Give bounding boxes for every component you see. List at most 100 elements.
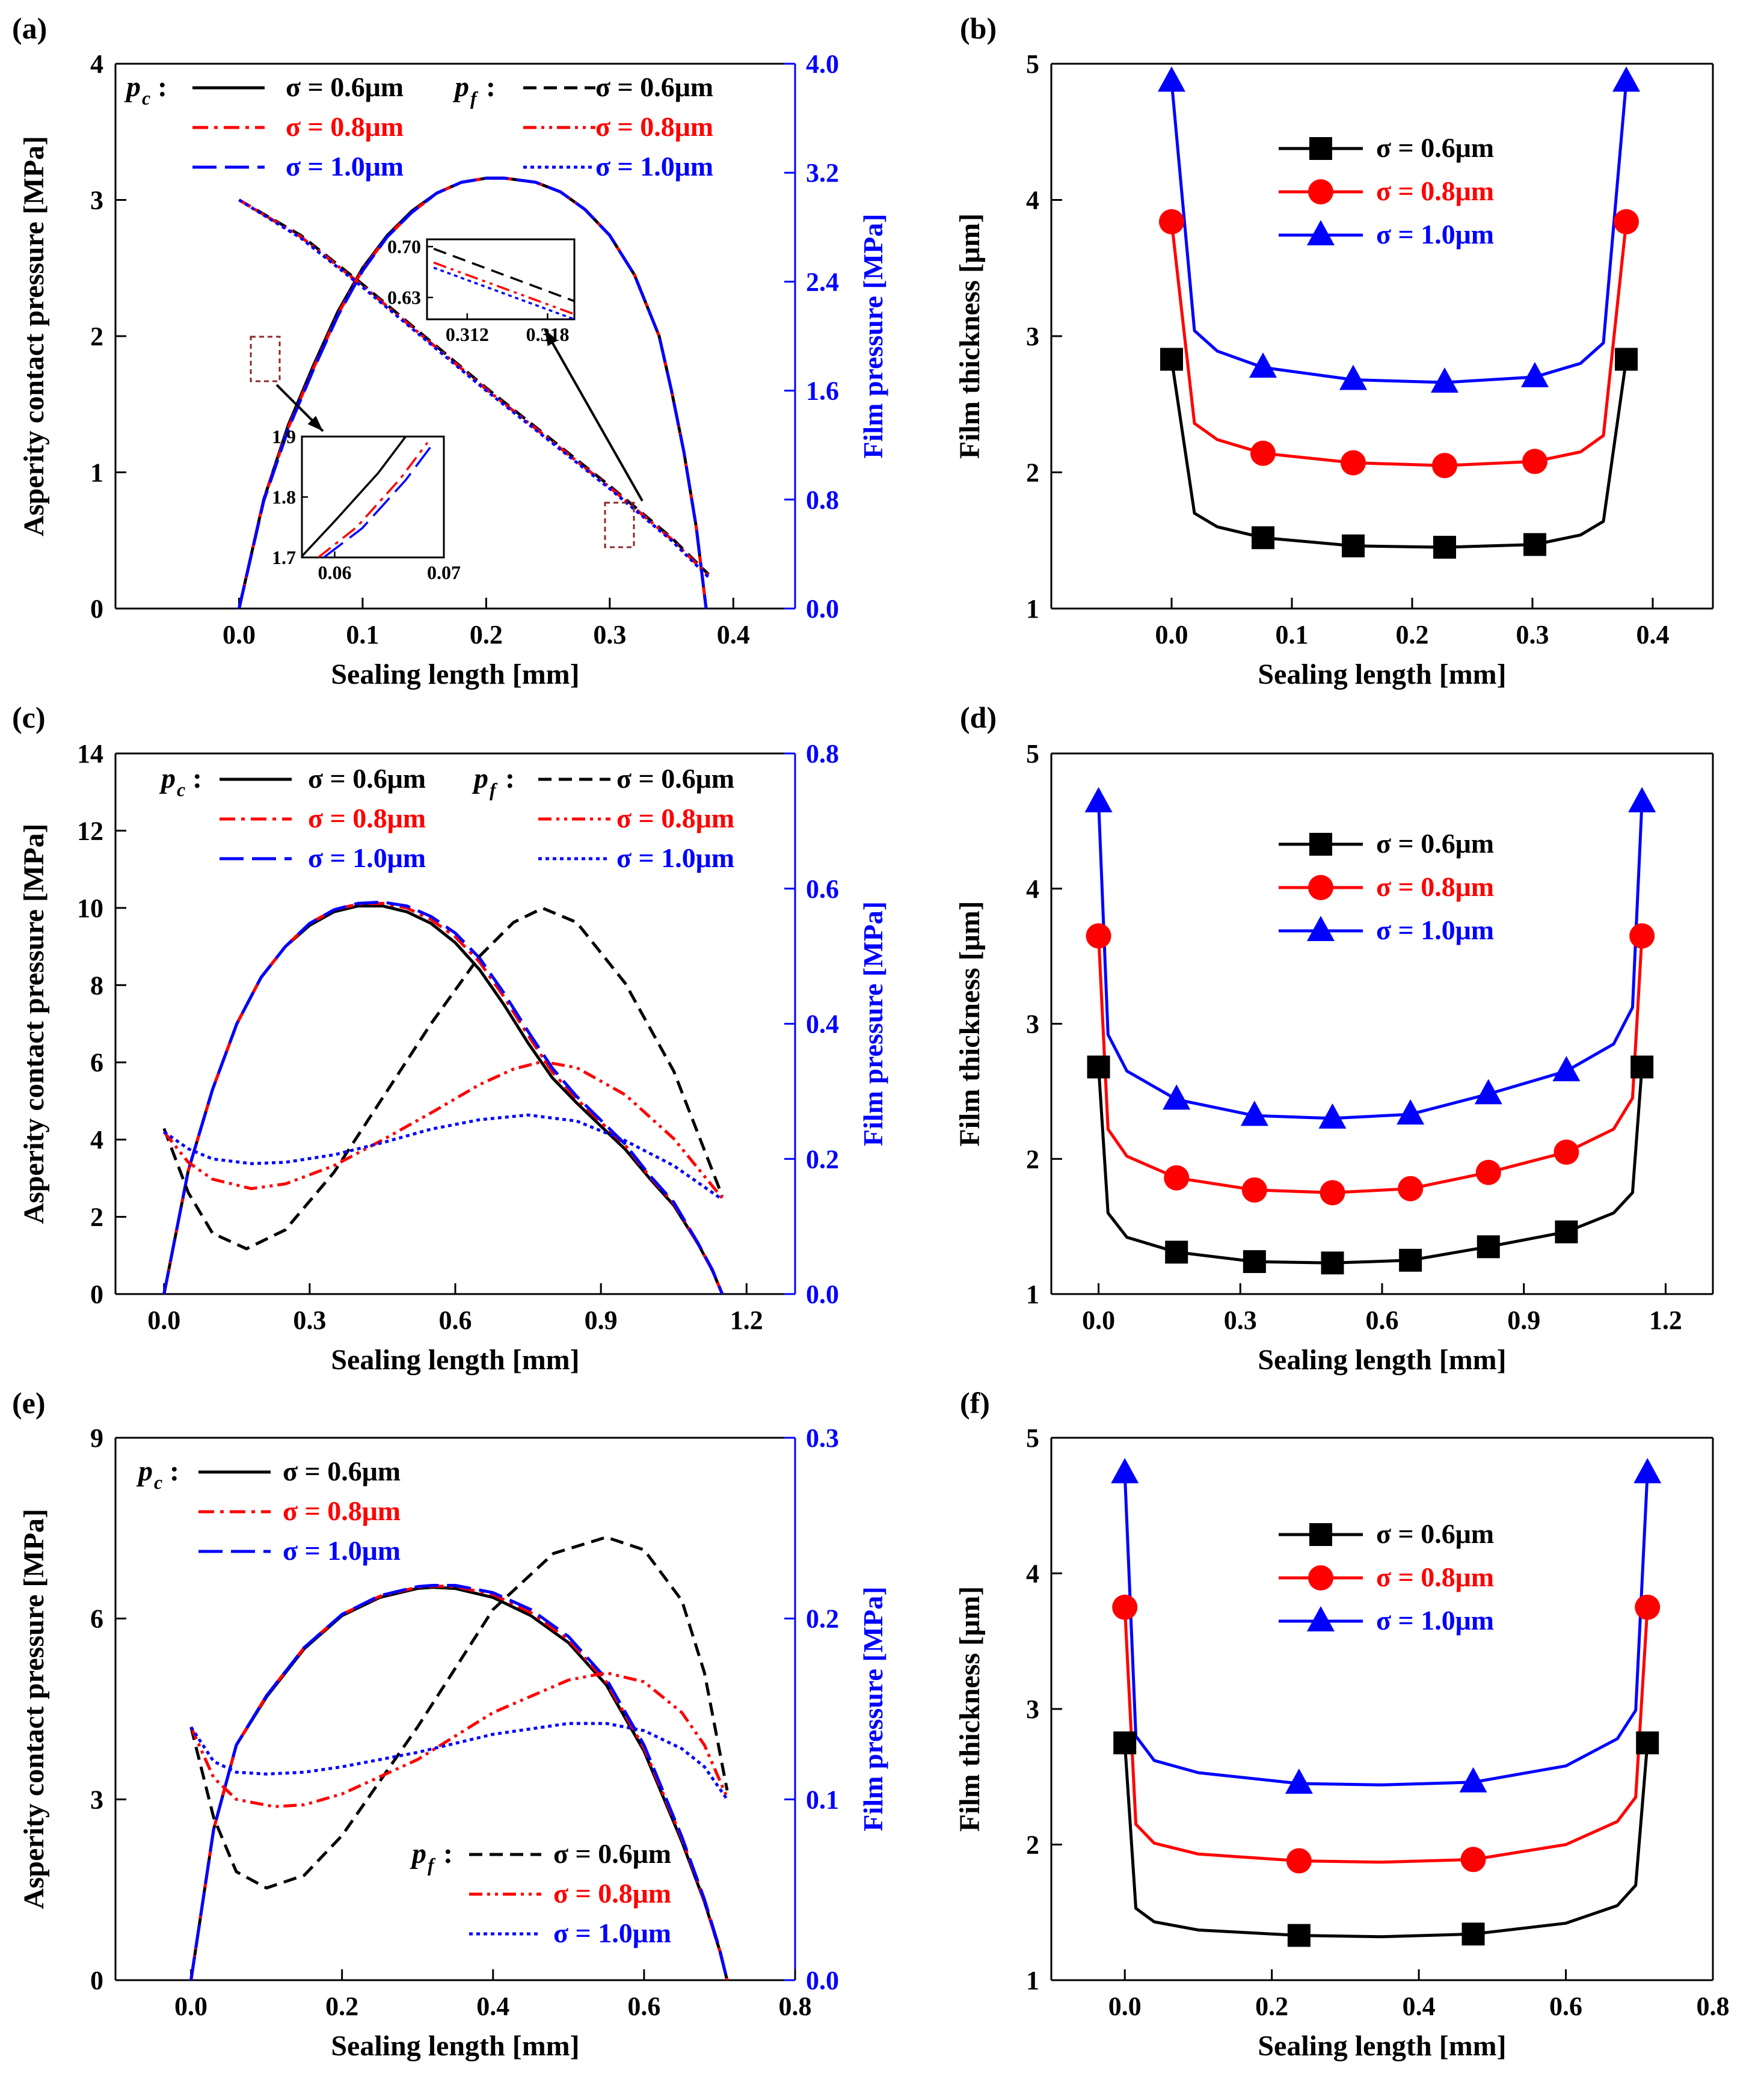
x-tick-label: 0.3: [1224, 1305, 1257, 1335]
legend-pc-symbol: p: [136, 1455, 153, 1487]
series-marker-2: [1552, 1056, 1581, 1082]
series-marker-2: [1084, 787, 1113, 812]
panel-b: (b) 0.0 0.1 0.2 0.3 0.4 1 2 3 4 5 Sealing length [m…: [954, 11, 1714, 690]
x-tick-label: 0.0: [223, 620, 256, 649]
y2-tick-label: 0.6: [806, 874, 839, 904]
legend-pc-symbol: p: [159, 762, 176, 794]
series-marker-0: [1555, 1220, 1578, 1244]
zoom-region-box: [250, 336, 281, 382]
y-tick-label: 4: [1026, 1559, 1039, 1589]
x-axis-label: Sealing length [mm]: [1258, 658, 1506, 690]
legend-pf-subscript: f: [428, 1854, 436, 1876]
y-tick-label: 1: [1026, 1966, 1039, 1995]
legend-pf-symbol: p: [472, 762, 488, 794]
x-tick-label: 0.0: [1155, 620, 1188, 649]
x-axis-label: Sealing length [mm]: [331, 1344, 579, 1376]
series-marker-1: [1614, 209, 1639, 235]
legend-colon: :: [443, 1838, 453, 1870]
series-marker-2: [1111, 1458, 1139, 1483]
legend-colon: :: [158, 71, 167, 103]
y-tick-label: 4: [1026, 874, 1039, 904]
legend-pc-symbol: p: [124, 71, 141, 103]
y2-tick-label: 0.8: [806, 739, 839, 768]
x-tick-label: 0.6: [1366, 1305, 1399, 1335]
y2-tick-label: 1.6: [806, 376, 839, 406]
inset-line-1: [318, 441, 429, 557]
series-marker-1: [1432, 453, 1457, 479]
series-marker-1: [1250, 440, 1276, 466]
series-marker-1: [1241, 1177, 1267, 1203]
panel-f: (f) 0.0 0.2 0.4 0.6 0.8 1 2 3 4 5 Sealing length [m…: [954, 1386, 1730, 2062]
series-marker-0: [1252, 526, 1274, 550]
y-tick-label: 8: [90, 971, 103, 1000]
legend-colon: :: [192, 762, 202, 794]
legend-label-pc: σ = 1.0μm: [286, 151, 404, 182]
legend-marker: [1309, 833, 1332, 856]
zoom-arrow-head: [545, 330, 558, 346]
legend-label-pf: σ = 0.8μm: [553, 1878, 671, 1909]
series-line-1: [1123, 1607, 1649, 1864]
y2-tick-label: 2.4: [806, 267, 839, 296]
series-marker-0: [1160, 348, 1183, 371]
inset-frame: [301, 435, 445, 559]
plot-area: [189, 1535, 729, 1980]
inset-plot: [433, 248, 574, 319]
x-tick-label: 0.2: [325, 1992, 358, 2021]
x-tick-label: 0.1: [346, 620, 379, 649]
inset-x-tick-label: 0.07: [427, 562, 461, 583]
legend-marker: [1309, 137, 1332, 160]
legend-colon: :: [486, 71, 496, 103]
y2-tick-label: 3.2: [806, 158, 839, 188]
y-tick-label: 3: [90, 1785, 103, 1814]
legend-marker: [1307, 916, 1335, 941]
panel-c: (c) 0.0 0.3 0.6 0.9 1.2 0 2 4 6 8 10 12 14 0.0 0.2 0.4 0.…: [12, 701, 888, 1376]
legend-label: σ = 0.6μm: [1376, 828, 1494, 859]
legend-label: σ = 1.0μm: [1376, 915, 1494, 945]
series-line-0: [1123, 1743, 1649, 1939]
legend-label: σ = 0.6μm: [1376, 132, 1494, 163]
series-marker-0: [1113, 1731, 1137, 1755]
series-marker-1: [1475, 1159, 1501, 1185]
y-tick-label: 2: [1026, 458, 1039, 488]
y-tick-label: 4: [90, 49, 103, 79]
legend-pf-subscript: f: [470, 87, 479, 109]
y-tick-label: 5: [1026, 49, 1039, 79]
series-marker-1: [1164, 1165, 1190, 1191]
x-axis-label: Sealing length [mm]: [331, 2030, 579, 2062]
x-tick-label: 0.4: [1636, 620, 1670, 649]
plot-area: [1123, 1473, 1649, 1939]
x-tick-label: 0.0: [174, 1992, 207, 2021]
x-axis-label: Sealing length [mm]: [331, 658, 579, 690]
series-marker-1: [1398, 1176, 1424, 1201]
y-tick-label: 5: [1026, 1423, 1039, 1453]
series-marker-2: [1240, 1100, 1268, 1126]
x-tick-label: 0.4: [1403, 1992, 1436, 2021]
y-tick-label: 1: [1026, 1280, 1039, 1309]
y-axis-label: Asperity contact pressure [MPa]: [18, 136, 50, 536]
legend-colon: :: [505, 762, 515, 794]
y2-tick-label: 4.0: [806, 49, 839, 79]
y-tick-label: 0: [90, 1966, 103, 1995]
y2-tick-label: 0.3: [806, 1423, 839, 1453]
series-marker-0: [1477, 1235, 1500, 1259]
legend-label-pc: σ = 1.0μm: [283, 1535, 401, 1566]
zoom-region-box: [604, 502, 635, 548]
series-line-2: [162, 900, 724, 1294]
inset-upper: 0.312 0.318 0.70 0.63: [387, 236, 644, 548]
legend-label-pf: σ = 1.0μm: [595, 151, 713, 182]
legend-pf-subscript: f: [490, 779, 498, 800]
inset-line-2: [323, 443, 434, 557]
y-axis-label: Film thickness [μm]: [954, 213, 986, 459]
legend-label-pf: σ = 1.0μm: [553, 1918, 671, 1948]
series-line-3: [162, 906, 724, 1251]
x-tick-label: 0.3: [593, 620, 626, 649]
legend-label-pf: σ = 1.0μm: [616, 842, 734, 873]
x-tick-label: 1.2: [1649, 1305, 1682, 1335]
inset-plot: [302, 437, 434, 557]
series-line-5: [238, 198, 710, 578]
legend-marker: [1308, 875, 1333, 900]
x-tick-label: 0.8: [1697, 1992, 1730, 2021]
legend-label: σ = 1.0μm: [1376, 219, 1494, 250]
y-tick-label: 3: [90, 186, 103, 215]
x-tick-label: 0.2: [1396, 620, 1429, 649]
